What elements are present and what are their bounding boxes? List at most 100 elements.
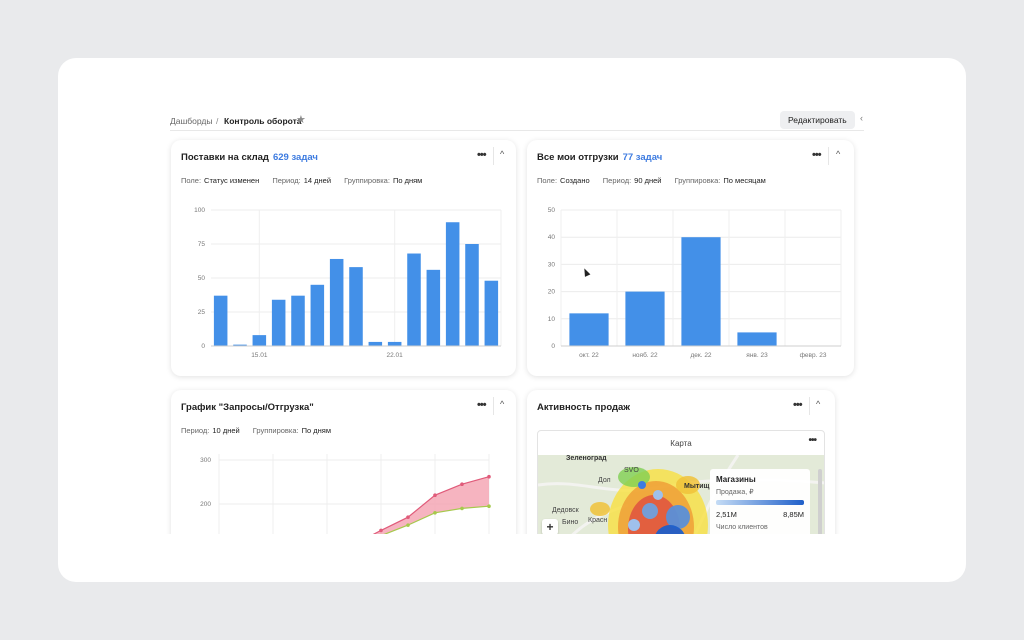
x-tick-label: окт. 22 <box>579 352 599 359</box>
widget-title: Поставки на склад 629 задач <box>181 152 318 163</box>
y-tick-label: 0 <box>551 343 555 350</box>
task-count-link[interactable]: 629 задач <box>272 152 318 163</box>
map-legend: Магазины Продажа, ₽ 2,51M 8,85M Число кл… <box>710 469 810 534</box>
map-label: Дол <box>598 477 611 484</box>
chart-bar <box>329 258 344 346</box>
param-label: Группировка: <box>344 176 390 185</box>
widget-title-text: Поставки на склад <box>181 152 269 163</box>
chart-bar <box>484 280 499 346</box>
breadcrumb-parent[interactable]: Дашборды <box>170 116 213 126</box>
y-tick-label: 300 <box>200 457 211 464</box>
param-label: Период: <box>181 426 210 435</box>
widget-sales: Активность продаж ••• ^ Карта ••• <box>527 390 835 534</box>
x-tick-label: февр. 23 <box>800 352 827 359</box>
chart-bar <box>569 313 609 346</box>
series-point <box>460 506 464 511</box>
header-divider <box>170 130 864 131</box>
series-line <box>383 505 490 534</box>
chart-bar <box>291 295 305 346</box>
param-value[interactable]: 10 дней <box>212 426 240 435</box>
legend-min: 2,51M <box>716 510 737 519</box>
widget-title: График "Запросы/Отгрузка" <box>181 402 314 413</box>
y-tick-label: 50 <box>198 275 206 282</box>
param-label: Группировка: <box>674 176 721 185</box>
y-tick-label: 0 <box>201 343 205 350</box>
widget-title-text: Все мои отгрузки <box>537 152 619 163</box>
legend-scrollbar[interactable] <box>818 469 822 534</box>
series-line <box>372 476 490 534</box>
series-point <box>487 474 491 479</box>
app-frame: Дашборды / Контроль оборота ★ Редактиров… <box>58 58 966 582</box>
more-dots-icon[interactable]: ••• <box>812 149 822 161</box>
chart-bar <box>407 253 421 346</box>
map-more-icon[interactable]: ••• <box>808 435 816 446</box>
task-count-link[interactable]: 77 задач <box>622 152 663 163</box>
widget-params: Период: 10 дней Группировка: По дням <box>181 426 342 435</box>
series-point <box>379 528 383 533</box>
chart-bar <box>349 267 363 346</box>
page-title: Контроль оборота <box>224 116 302 126</box>
chart-bar <box>625 291 665 346</box>
chart-bar <box>271 299 286 346</box>
chart-bar <box>252 335 267 346</box>
param-value[interactable]: Создано <box>560 176 590 185</box>
widget-requests: График "Запросы/Отгрузка" ••• ^ Период: 1… <box>171 390 516 534</box>
widget-supplies: Поставки на склад 629 задач ••• ^ Поле: Ст… <box>171 140 516 376</box>
edit-button[interactable]: Редактировать <box>780 111 855 129</box>
dashboard-viewport: Дашборды / Контроль оборота ★ Редактиров… <box>162 102 864 534</box>
header-separator <box>828 147 829 165</box>
map-label: SVO <box>624 467 639 474</box>
chart-bar <box>233 344 247 346</box>
star-icon[interactable]: ★ <box>296 114 306 126</box>
series-point <box>433 511 437 515</box>
more-icon[interactable]: ‹ <box>860 113 863 123</box>
widget-title: Все мои отгрузки 77 задач <box>537 152 662 163</box>
series-point <box>433 493 437 497</box>
param-value[interactable]: По дням <box>301 426 332 435</box>
y-tick-label: 40 <box>548 234 556 241</box>
legend-range: 2,51M 8,85M <box>716 510 804 520</box>
y-tick-label: 200 <box>200 501 211 508</box>
y-tick-label: 50 <box>548 207 556 214</box>
param-value[interactable]: По дням <box>392 176 423 185</box>
y-tick-label: 75 <box>198 241 206 248</box>
legend-max: 8,85M <box>783 510 804 519</box>
param-value[interactable]: Статус изменен <box>204 176 260 185</box>
chart-bar <box>681 237 721 346</box>
y-tick-label: 10 <box>548 316 556 323</box>
collapse-chevron-icon[interactable]: ^ <box>500 399 505 409</box>
legend-metric: Продажа, ₽ <box>716 489 754 496</box>
legend-title: Магазины <box>716 475 756 484</box>
param-label: Поле: <box>537 176 558 185</box>
y-tick-label: 100 <box>194 207 205 214</box>
map-label: Бино <box>562 519 579 526</box>
chart-bar <box>368 341 383 346</box>
map-canvas[interactable]: Зеленоград SVO Дол Мытищ Дедовск Красн Б… <box>538 455 824 534</box>
more-dots-icon[interactable]: ••• <box>793 399 803 411</box>
collapse-chevron-icon[interactable]: ^ <box>836 149 841 159</box>
collapse-chevron-icon[interactable]: ^ <box>816 399 821 409</box>
x-tick-label: нояб. 22 <box>632 351 658 359</box>
y-tick-label: 20 <box>548 289 556 296</box>
header-separator <box>493 147 494 165</box>
zoom-in-button[interactable]: + <box>542 519 558 534</box>
supplies-bar-chart: 0 25 50 75 100 15.01 22.01 <box>194 207 502 359</box>
param-label: Поле: <box>181 176 202 185</box>
chart-bar <box>387 341 402 346</box>
breadcrumb-separator: / <box>216 116 219 126</box>
chart-bar <box>465 244 479 346</box>
map-card: Карта ••• <box>537 430 825 534</box>
param-value[interactable]: По месяцам <box>723 176 766 185</box>
param-label: Группировка: <box>252 426 299 435</box>
param-value[interactable]: 14 дней <box>303 176 332 185</box>
area-band <box>374 476 489 534</box>
y-tick-label: 25 <box>198 309 206 316</box>
series-point <box>406 523 410 527</box>
param-label: Период: <box>272 176 301 185</box>
more-dots-icon[interactable]: ••• <box>477 149 487 161</box>
more-dots-icon[interactable]: ••• <box>477 399 487 411</box>
map-label: Красн <box>588 517 608 524</box>
collapse-chevron-icon[interactable]: ^ <box>500 149 505 159</box>
param-value[interactable]: 90 дней <box>634 176 662 185</box>
